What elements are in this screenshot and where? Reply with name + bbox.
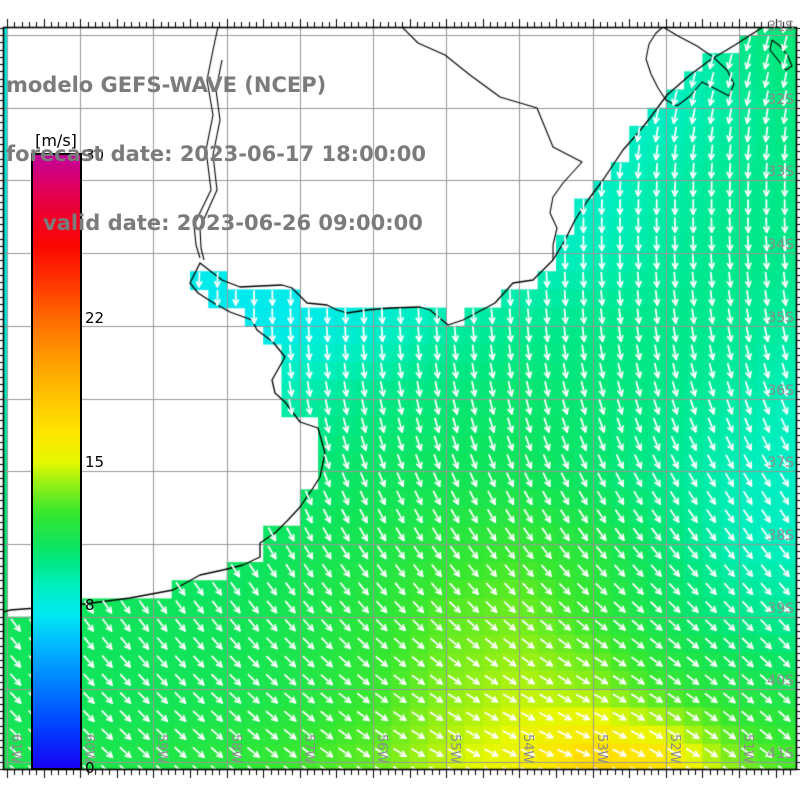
forecast-date-line: forecast date: 2023-06-17 18:00:00 [6, 142, 426, 166]
valid-date-line: valid date: 2023-06-26 09:00:00 [43, 211, 423, 235]
model-title: modelo GEFS-WAVE (NCEP) [6, 73, 327, 97]
title-block: modelo GEFS-WAVE (NCEP) forecast date: 2… [6, 28, 426, 281]
colorbar-units-label: [m/s] [35, 131, 77, 150]
colorbar [31, 153, 82, 770]
